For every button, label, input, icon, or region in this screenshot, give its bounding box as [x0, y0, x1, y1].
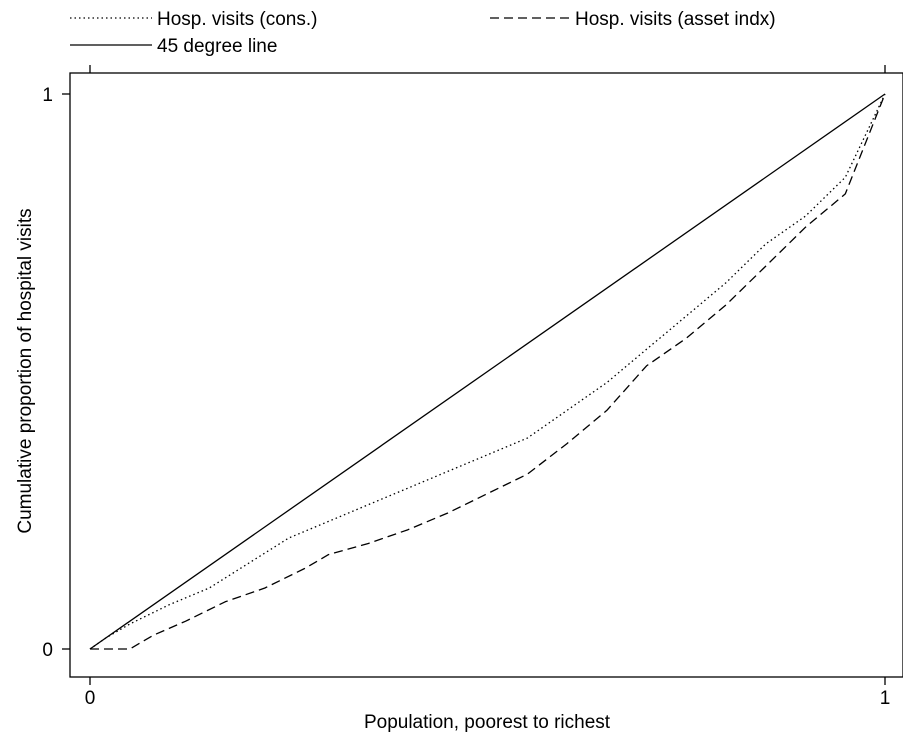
- series-layer: [89, 93, 886, 650]
- series-line-3: [89, 93, 886, 650]
- legend-label-1: Hosp. visits (cons.): [157, 9, 317, 30]
- series-line-2: [90, 93, 886, 650]
- series-line-1: [89, 93, 886, 650]
- x-tick-label: 1: [880, 688, 891, 709]
- legend: Hosp. visits (cons.) Hosp. visits (asset …: [70, 9, 776, 57]
- axes: 0 1 0 1: [42, 65, 890, 709]
- plot-frame: [69, 72, 903, 678]
- legend-label-2: Hosp. visits (asset indx): [575, 9, 776, 30]
- x-tick-label: 0: [85, 688, 96, 709]
- legend-label-3: 45 degree line: [157, 36, 277, 57]
- x-axis-label: Population, poorest to richest: [364, 712, 611, 733]
- y-tick-label: 1: [42, 85, 53, 106]
- y-axis-label: Cumulative proportion of hospital visits: [15, 208, 36, 533]
- y-tick-label: 0: [42, 640, 53, 661]
